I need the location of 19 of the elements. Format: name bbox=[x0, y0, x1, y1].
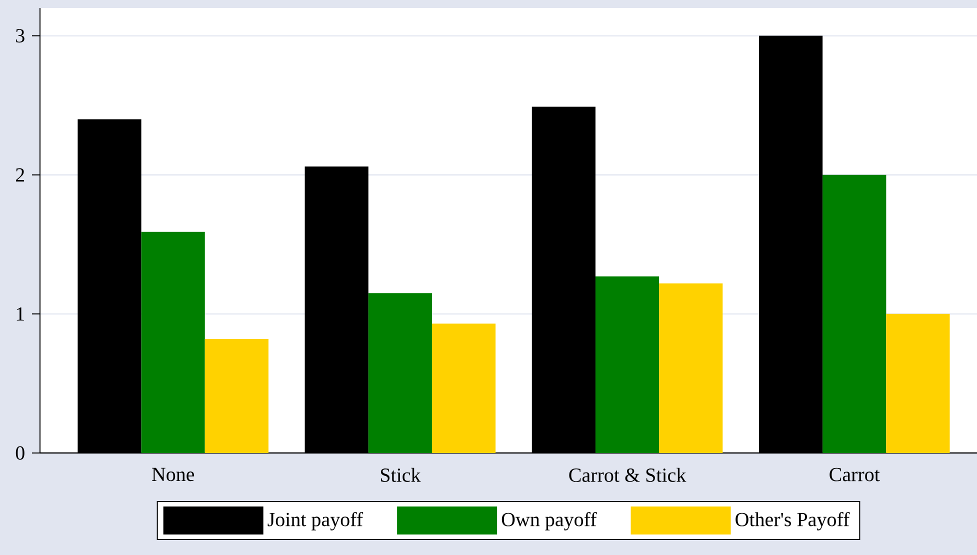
bar bbox=[141, 232, 205, 453]
bar bbox=[204, 338, 268, 453]
y-tick-label: 1 bbox=[16, 307, 24, 321]
y-tick-label: 0 bbox=[16, 446, 24, 460]
x-tick-label: Carrot & Stick bbox=[569, 468, 686, 482]
bar bbox=[886, 314, 950, 453]
bar bbox=[368, 293, 432, 453]
legend-label: Joint payoff bbox=[268, 512, 364, 530]
x-tick-label: Carrot bbox=[830, 468, 880, 482]
bar bbox=[432, 324, 496, 453]
y-tick-label: 3 bbox=[16, 29, 24, 43]
x-tick-label: Stick bbox=[380, 468, 421, 482]
bar bbox=[595, 276, 660, 453]
y-tick-label: 2 bbox=[16, 168, 24, 182]
bar bbox=[659, 283, 723, 453]
bar bbox=[822, 174, 886, 453]
legend-label: Own payoff bbox=[502, 512, 597, 530]
x-tick-label: None bbox=[152, 468, 194, 482]
legend-label: Other's Payoff bbox=[736, 512, 850, 530]
